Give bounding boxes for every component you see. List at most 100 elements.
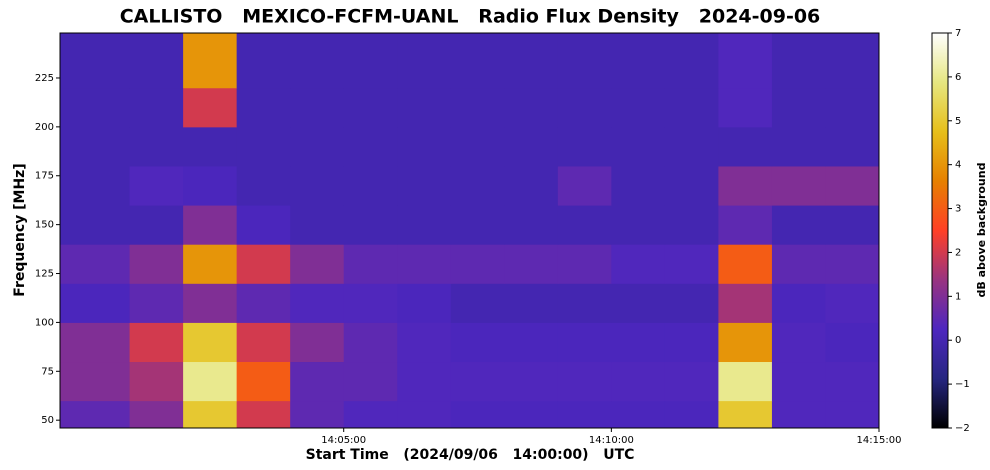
heatmap-cell	[504, 165, 559, 206]
heatmap-cell	[129, 165, 184, 206]
heatmap-cell	[557, 33, 612, 89]
heatmap-cell	[397, 283, 452, 323]
heatmap-cell	[343, 400, 398, 429]
heatmap-cell	[557, 205, 612, 245]
heatmap-cell	[611, 400, 666, 429]
heatmap-cell	[60, 87, 131, 128]
heatmap-cell	[236, 400, 291, 429]
y-tick-label: 200	[35, 122, 54, 133]
heatmap-cell	[290, 126, 345, 167]
colorbar-tick-label: −2	[955, 423, 970, 434]
heatmap-cell	[450, 361, 505, 402]
heatmap-cell	[343, 361, 398, 402]
heatmap-cell	[664, 283, 719, 323]
heatmap-cell	[236, 87, 291, 128]
heatmap-cell	[825, 205, 880, 245]
heatmap-cell	[611, 87, 666, 128]
heatmap-cell	[450, 283, 505, 323]
y-tick-label: 150	[35, 220, 54, 231]
heatmap-cell	[397, 87, 452, 128]
heatmap-cell	[290, 165, 345, 206]
colorbar-tick-label: 3	[955, 204, 961, 215]
heatmap-cell	[290, 400, 345, 429]
heatmap-cell	[183, 400, 238, 429]
heatmap-cell	[60, 165, 131, 206]
heatmap-cell	[236, 126, 291, 167]
heatmap-cell	[611, 283, 666, 323]
heatmap-cell	[60, 33, 131, 89]
heatmap-cell	[664, 165, 719, 206]
colorbar-tick-label: 0	[955, 335, 961, 346]
heatmap-cell	[664, 322, 719, 363]
heatmap-cell	[236, 322, 291, 363]
heatmap-cell	[343, 244, 398, 284]
heatmap-cell	[129, 283, 184, 323]
heatmap-cell	[718, 244, 773, 284]
colorbar-tick-label: −1	[955, 379, 970, 390]
heatmap-cell	[718, 33, 773, 89]
heatmap-cell	[450, 126, 505, 167]
heatmap-cell	[771, 33, 826, 89]
heatmap-cell	[397, 165, 452, 206]
heatmap-cell	[664, 205, 719, 245]
heatmap-cell	[771, 322, 826, 363]
heatmap-cell	[397, 205, 452, 245]
heatmap-cell	[236, 361, 291, 402]
heatmap-cell	[450, 33, 505, 89]
heatmap-cell	[183, 33, 238, 89]
heatmap-cell	[557, 87, 612, 128]
heatmap-cell	[557, 283, 612, 323]
y-tick-label: 125	[35, 269, 54, 280]
colorbar-tick-label: 1	[955, 291, 961, 302]
heatmap-cell	[183, 361, 238, 402]
heatmap-cell	[664, 400, 719, 429]
heatmap-cell	[718, 400, 773, 429]
heatmap-cell	[183, 283, 238, 323]
heatmap-cell	[60, 244, 131, 284]
x-tick-label: 14:10:00	[589, 435, 634, 446]
heatmap-cell	[343, 87, 398, 128]
heatmap-cell	[450, 87, 505, 128]
heatmap-cell	[504, 33, 559, 89]
heatmap-cell	[343, 126, 398, 167]
heatmap-cell	[290, 205, 345, 245]
heatmap-cell	[183, 165, 238, 206]
heatmap-cell	[129, 126, 184, 167]
heatmap-cell	[771, 205, 826, 245]
heatmap-cell	[129, 322, 184, 363]
colorbar-tick-label: 2	[955, 247, 961, 258]
chart-title: CALLISTO MEXICO-FCFM-UANL Radio Flux Den…	[120, 6, 821, 28]
heatmap-cell	[771, 400, 826, 429]
heatmap-cell	[129, 33, 184, 89]
heatmap-cell	[183, 87, 238, 128]
heatmap-cell	[718, 205, 773, 245]
x-tick-label: 14:15:00	[857, 435, 902, 446]
heatmap-cell	[397, 126, 452, 167]
heatmap-cell	[825, 126, 880, 167]
y-tick-label: 175	[35, 171, 54, 182]
heatmap-cell	[290, 33, 345, 89]
heatmap-cell	[290, 283, 345, 323]
heatmap-cell	[825, 87, 880, 128]
heatmap-cell	[450, 205, 505, 245]
heatmap-cell	[129, 400, 184, 429]
heatmap-cell	[718, 361, 773, 402]
heatmap-cell	[60, 126, 131, 167]
heatmap-cell	[60, 283, 131, 323]
heatmap-cell	[557, 361, 612, 402]
heatmap-cell	[397, 244, 452, 284]
heatmap-cell	[664, 33, 719, 89]
heatmap-cell	[504, 400, 559, 429]
colorbar	[931, 32, 949, 429]
heatmap-cell	[343, 165, 398, 206]
heatmap-cell	[718, 322, 773, 363]
heatmap-cell	[183, 322, 238, 363]
heatmap-cell	[771, 361, 826, 402]
heatmap-cell	[236, 165, 291, 206]
heatmap-cell	[504, 87, 559, 128]
heatmap-cell	[236, 244, 291, 284]
colorbar-label: dB above background	[975, 163, 988, 298]
heatmap-cell	[771, 283, 826, 323]
heatmap-cell	[504, 244, 559, 284]
